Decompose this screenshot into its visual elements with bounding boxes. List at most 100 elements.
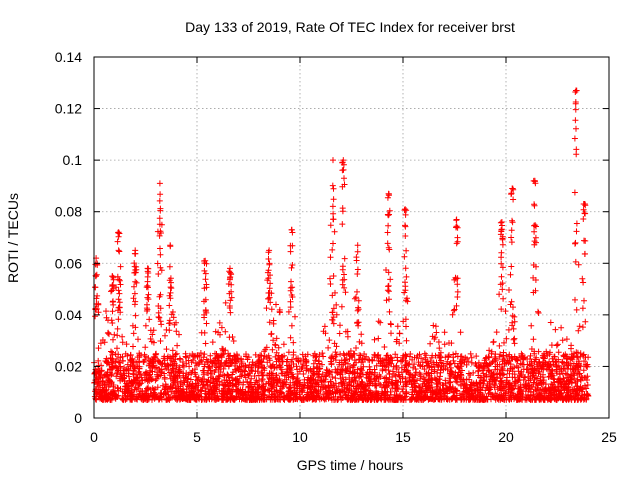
data-point bbox=[157, 264, 164, 271]
data-point bbox=[291, 390, 298, 397]
data-point bbox=[339, 263, 346, 270]
data-point bbox=[494, 374, 501, 381]
data-point bbox=[514, 357, 521, 364]
data-point bbox=[303, 358, 310, 365]
data-point bbox=[351, 396, 358, 403]
data-point bbox=[273, 349, 280, 356]
data-point bbox=[537, 396, 544, 403]
data-point bbox=[332, 357, 339, 364]
data-point bbox=[381, 384, 388, 391]
data-point bbox=[128, 396, 135, 403]
data-point bbox=[173, 350, 180, 357]
data-point bbox=[499, 236, 506, 243]
data-point bbox=[207, 358, 214, 365]
data-point bbox=[280, 341, 287, 348]
data-point bbox=[457, 360, 464, 367]
data-point bbox=[428, 375, 435, 382]
data-point bbox=[135, 336, 141, 343]
data-point bbox=[284, 356, 291, 363]
data-point bbox=[519, 353, 526, 360]
data-point bbox=[452, 369, 459, 376]
data-point bbox=[277, 396, 284, 403]
data-point bbox=[288, 322, 295, 329]
data-point bbox=[476, 389, 483, 396]
data-point bbox=[294, 366, 301, 373]
data-point bbox=[238, 373, 245, 379]
data-point bbox=[357, 381, 364, 388]
data-point bbox=[115, 247, 122, 254]
data-point bbox=[403, 273, 410, 280]
data-point bbox=[205, 389, 212, 395]
data-point bbox=[238, 360, 245, 367]
data-point bbox=[389, 368, 396, 375]
data-point bbox=[267, 299, 274, 306]
data-point bbox=[219, 345, 226, 352]
data-point bbox=[136, 381, 143, 388]
data-point bbox=[354, 288, 360, 295]
data-point bbox=[315, 390, 322, 397]
data-point bbox=[551, 379, 558, 386]
data-point bbox=[346, 386, 353, 393]
data-point bbox=[351, 375, 358, 382]
data-point bbox=[402, 381, 409, 388]
data-point bbox=[140, 358, 147, 365]
data-point bbox=[417, 375, 424, 382]
data-point bbox=[291, 384, 297, 391]
data-point bbox=[457, 353, 464, 360]
data-point bbox=[121, 392, 128, 399]
data-point bbox=[446, 361, 453, 368]
data-point bbox=[108, 317, 115, 324]
data-point bbox=[330, 216, 337, 223]
data-point bbox=[575, 366, 582, 373]
data-point bbox=[195, 374, 202, 381]
data-point bbox=[104, 359, 111, 366]
data-point bbox=[202, 270, 209, 277]
data-point bbox=[329, 182, 336, 189]
data-point bbox=[226, 387, 233, 394]
data-point bbox=[157, 291, 164, 298]
data-point bbox=[453, 302, 460, 309]
data-point bbox=[403, 337, 410, 344]
data-point bbox=[474, 386, 481, 392]
data-point bbox=[266, 357, 273, 364]
data-point bbox=[92, 306, 99, 312]
data-point bbox=[508, 227, 515, 234]
data-point bbox=[508, 263, 515, 270]
data-point bbox=[413, 354, 420, 361]
data-point bbox=[409, 378, 415, 384]
data-point bbox=[262, 386, 269, 393]
data-point bbox=[386, 296, 392, 303]
data-point bbox=[266, 285, 273, 292]
data-point bbox=[329, 317, 336, 323]
data-point bbox=[181, 379, 188, 386]
data-point bbox=[201, 285, 208, 292]
data-point bbox=[385, 283, 392, 290]
data-point bbox=[326, 369, 333, 376]
data-point bbox=[550, 391, 557, 398]
data-point bbox=[354, 266, 361, 273]
data-point bbox=[344, 395, 351, 402]
data-point bbox=[482, 396, 489, 403]
data-point bbox=[531, 228, 538, 235]
data-point bbox=[525, 395, 532, 402]
data-point bbox=[341, 181, 348, 188]
data-point bbox=[156, 221, 163, 228]
data-point bbox=[330, 196, 337, 203]
data-point bbox=[441, 341, 448, 348]
data-point bbox=[108, 348, 114, 355]
data-point bbox=[562, 353, 569, 360]
data-point bbox=[192, 380, 199, 387]
data-point bbox=[333, 343, 340, 350]
data-point bbox=[330, 305, 337, 312]
data-point bbox=[156, 314, 163, 321]
data-point bbox=[208, 386, 215, 393]
data-point bbox=[341, 284, 348, 291]
x-axis-label: GPS time / hours bbox=[297, 457, 404, 473]
data-point bbox=[212, 367, 219, 373]
data-point bbox=[248, 375, 255, 382]
data-point bbox=[116, 290, 123, 297]
data-point bbox=[530, 379, 537, 386]
data-point bbox=[470, 395, 477, 402]
data-point bbox=[581, 297, 587, 304]
data-point bbox=[450, 357, 457, 364]
